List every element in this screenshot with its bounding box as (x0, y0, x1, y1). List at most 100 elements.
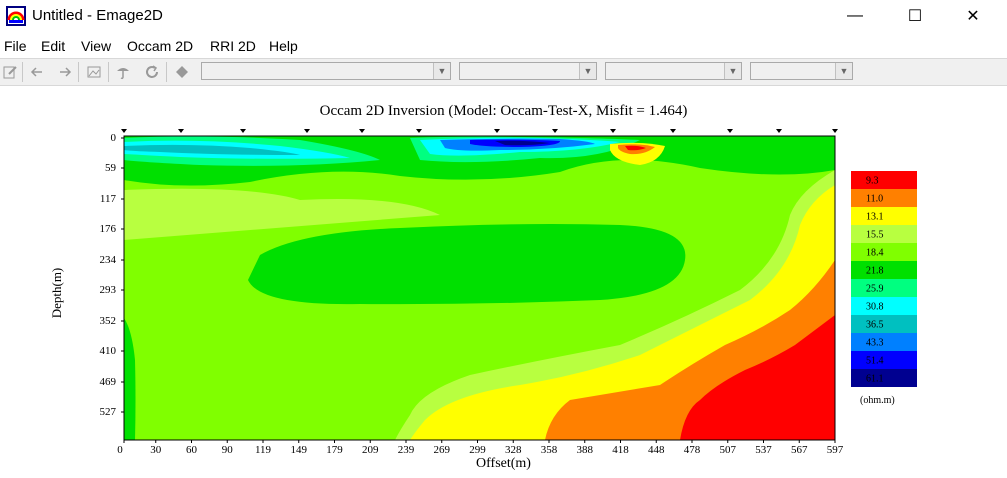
x-tick-label: 179 (326, 444, 343, 456)
x-tick-label: 597 (826, 444, 844, 456)
combo-box-4[interactable]: ▼ (750, 62, 853, 80)
x-tick-label: 418 (612, 444, 629, 456)
electrode-marker (727, 129, 733, 133)
x-axis-title: Offset(m) (476, 456, 531, 471)
close-icon: ✕ (966, 8, 980, 25)
window-title: Untitled - Emage2D (32, 7, 163, 24)
y-axis-ticks (121, 137, 124, 413)
y-tick-label: 117 (99, 193, 116, 205)
menu-help[interactable]: Help (269, 38, 298, 54)
x-tick-label: 448 (648, 444, 665, 456)
x-tick-label: 269 (433, 444, 451, 456)
menu-file[interactable]: File (4, 38, 27, 54)
legend-label: 36.5 (866, 319, 884, 331)
forward-arrow-icon[interactable] (55, 62, 75, 82)
x-tick-label: 358 (540, 444, 558, 456)
x-tick-label: 328 (505, 444, 522, 456)
legend-label: 13.1 (866, 211, 884, 223)
x-tick-label: 388 (576, 444, 594, 456)
section-image (124, 136, 835, 440)
y-tick-label: 234 (99, 254, 117, 266)
minimize-button[interactable]: — (832, 0, 878, 32)
legend-swatch (851, 225, 917, 243)
x-tick-label: 209 (362, 444, 379, 456)
image-icon[interactable] (84, 62, 104, 82)
umbrella-icon[interactable] (113, 62, 133, 82)
toolbar: ▼ ▼ ▼ ▼ (0, 58, 1007, 86)
x-tick-label: 567 (791, 444, 808, 456)
legend-label: 15.5 (866, 229, 884, 241)
legend-swatch (851, 189, 917, 207)
menu-bar: File Edit View Occam 2D RRI 2D Help (0, 36, 1007, 58)
electrode-marker (670, 129, 676, 133)
y-tick-label: 176 (99, 223, 117, 235)
title-bar: Untitled - Emage2D — ☐ ✕ (0, 0, 1007, 32)
chevron-down-icon[interactable]: ▼ (579, 63, 596, 79)
menu-rri2d[interactable]: RRI 2D (210, 38, 256, 54)
back-arrow-icon[interactable] (27, 62, 47, 82)
legend-label: 18.4 (866, 247, 884, 259)
x-tick-label: 149 (290, 444, 308, 456)
x-tick-label: 90 (221, 444, 233, 456)
edit-icon[interactable] (0, 62, 20, 82)
legend-unit: (ohm.m) (860, 395, 895, 406)
y-tick-label: 352 (99, 315, 117, 327)
electrode-markers (121, 129, 838, 133)
menu-view[interactable]: View (81, 38, 112, 54)
x-tick-label: 60 (186, 444, 197, 456)
legend-swatch (851, 333, 917, 351)
electrode-marker (121, 129, 127, 133)
legend-swatch (851, 171, 917, 189)
y-tick-label: 527 (99, 406, 117, 418)
legend-swatch (851, 315, 917, 333)
legend-label: 25.9 (866, 283, 884, 295)
y-tick-label: 293 (99, 284, 117, 296)
legend-label: 43.3 (866, 337, 884, 349)
legend-label: 51.4 (866, 355, 884, 367)
electrode-marker (552, 129, 558, 133)
plot-title: Occam 2D Inversion (Model: Occam-Test-X,… (319, 103, 688, 119)
legend-swatch (851, 279, 917, 297)
y-tick-label: 410 (99, 345, 117, 357)
chevron-down-icon[interactable]: ▼ (724, 63, 741, 79)
electrode-marker (776, 129, 782, 133)
x-axis-ticks (123, 440, 836, 443)
legend-swatch (851, 261, 917, 279)
close-button[interactable]: ✕ (950, 0, 996, 32)
legend-swatch (851, 207, 917, 225)
legend-swatch (851, 297, 917, 315)
legend-swatch (851, 243, 917, 261)
combo-box-3[interactable]: ▼ (605, 62, 742, 80)
minimize-icon: — (847, 7, 863, 24)
y-axis-title: Depth(m) (49, 267, 64, 319)
x-tick-label: 507 (719, 444, 737, 456)
legend-swatch (851, 369, 917, 387)
legend-label: 11.0 (866, 193, 884, 205)
menu-occam2d[interactable]: Occam 2D (127, 38, 194, 54)
plot-frame (123, 135, 836, 441)
x-tick-label: 119 (254, 444, 272, 456)
legend-swatch (851, 351, 917, 369)
chevron-down-icon[interactable]: ▼ (433, 63, 450, 79)
menu-edit[interactable]: Edit (41, 38, 66, 54)
y-tick-label: 0 (110, 132, 117, 144)
legend-label: 21.8 (866, 265, 884, 277)
electrode-marker (240, 129, 246, 133)
app-icon (6, 6, 26, 26)
electrode-marker (832, 129, 838, 133)
x-tick-label: 0 (117, 444, 123, 456)
electrode-marker (178, 129, 184, 133)
electrode-marker (359, 129, 365, 133)
x-tick-label: 537 (755, 444, 772, 456)
electrode-marker (494, 129, 500, 133)
maximize-button[interactable]: ☐ (892, 0, 938, 32)
legend-label: 9.3 (866, 175, 879, 187)
electrode-marker (416, 129, 422, 133)
combo-box-1[interactable]: ▼ (201, 62, 451, 80)
y-tick-label: 59 (105, 162, 116, 174)
x-tick-label: 478 (683, 444, 701, 456)
combo-box-2[interactable]: ▼ (459, 62, 597, 80)
refresh-icon[interactable] (142, 62, 162, 82)
chevron-down-icon[interactable]: ▼ (835, 63, 852, 79)
diamond-icon[interactable] (172, 62, 192, 82)
